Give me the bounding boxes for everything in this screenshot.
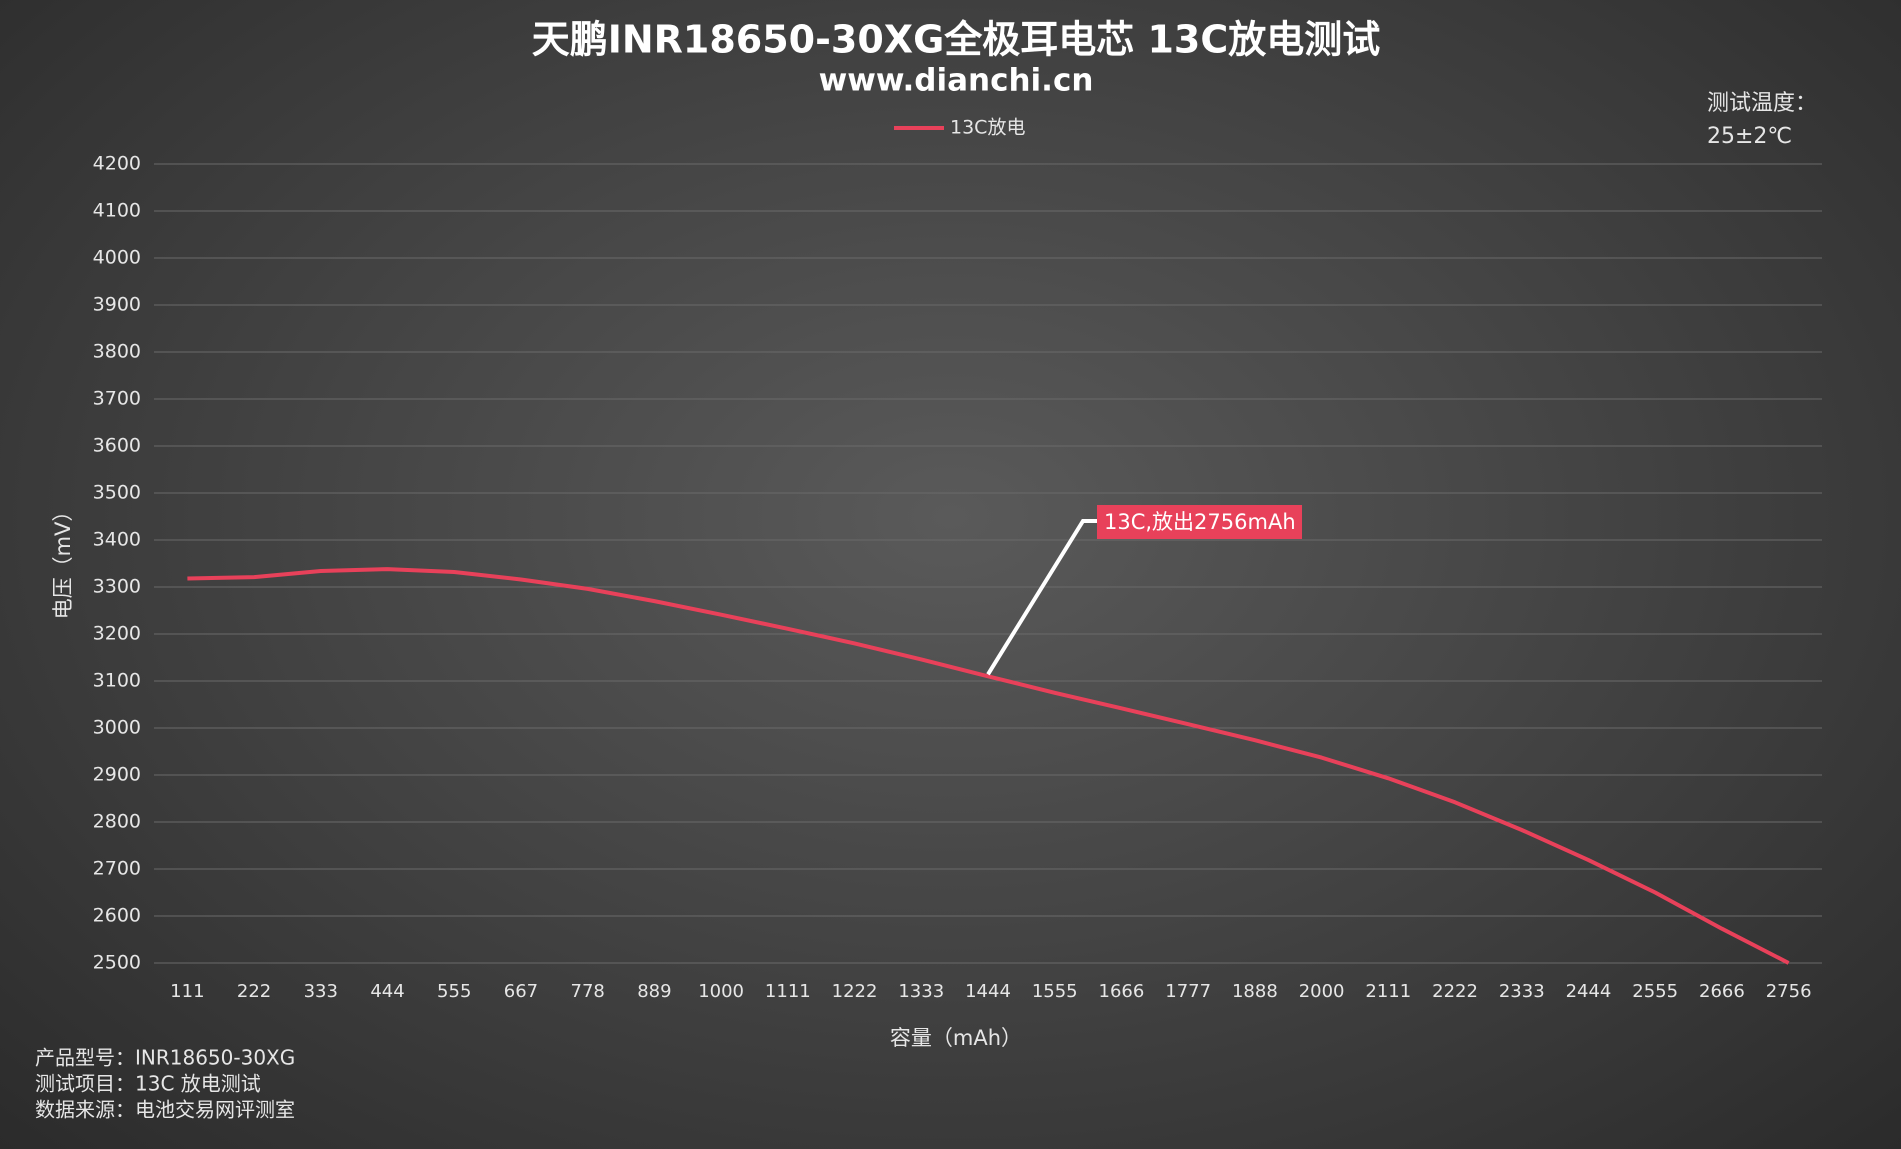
- legend-label: 13C放电: [950, 117, 1025, 139]
- y-tick-label: 3100: [93, 670, 141, 692]
- y-tick-label: 3300: [93, 576, 141, 598]
- y-tick-label: 3800: [93, 341, 141, 363]
- x-tick-label: 2333: [1499, 981, 1545, 1002]
- y-tick-label: 4200: [93, 153, 141, 175]
- x-tick-label: 111: [170, 981, 204, 1002]
- y-tick-label: 3500: [93, 482, 141, 504]
- x-tick-label: 2111: [1365, 981, 1411, 1002]
- y-axis-label: 电压（mV）: [51, 501, 75, 620]
- x-tick-label: 1666: [1099, 981, 1145, 1002]
- data-line: [187, 567, 1790, 965]
- y-tick-label: 2900: [93, 764, 141, 786]
- y-tick-label: 3400: [93, 529, 141, 551]
- x-tick-label: 1222: [832, 981, 878, 1002]
- x-tick-label: 1444: [965, 981, 1011, 1002]
- x-tick-label: 889: [637, 981, 671, 1002]
- x-tick-label: 444: [370, 981, 404, 1002]
- x-tick-label: 1000: [698, 981, 744, 1002]
- y-tick-label: 3000: [93, 717, 141, 739]
- y-tick-label: 3700: [93, 388, 141, 410]
- temperature-note: 测试温度：: [1707, 91, 1817, 116]
- x-tick-label: 667: [504, 981, 538, 1002]
- y-tick-label: 3900: [93, 294, 141, 316]
- y-tick-label: 2500: [93, 952, 141, 974]
- y-tick-label: 2700: [93, 858, 141, 880]
- footer-note: 数据来源：电池交易网评测室: [35, 1098, 295, 1122]
- y-tick-label: 2600: [93, 905, 141, 927]
- x-tick-label: 222: [237, 981, 271, 1002]
- annotation-box: [1097, 505, 1302, 539]
- y-tick-label: 3600: [93, 435, 141, 457]
- footer-note: 测试项目：13C 放电测试: [35, 1072, 261, 1096]
- x-tick-label: 1777: [1165, 981, 1211, 1002]
- y-tick-label: 2800: [93, 811, 141, 833]
- x-tick-label: 333: [304, 981, 338, 1002]
- x-tick-label: 2222: [1432, 981, 1478, 1002]
- x-tick-label: 2444: [1566, 981, 1612, 1002]
- x-tick-label: 1888: [1232, 981, 1278, 1002]
- x-tick-label: 2555: [1632, 981, 1678, 1002]
- x-axis-label: 容量（mAh）: [890, 1026, 1022, 1050]
- footer-note: 产品型号：INR18650-30XG: [35, 1046, 295, 1070]
- y-tick-label: 4100: [93, 200, 141, 222]
- y-tick-label: 3200: [93, 623, 141, 645]
- x-tick-label: 2000: [1299, 981, 1345, 1002]
- annotation-text: 13C,放出2756mAh: [1104, 510, 1296, 534]
- x-tick-label: 2666: [1699, 981, 1745, 1002]
- x-tick-label: 1333: [898, 981, 944, 1002]
- x-tick-label: 778: [571, 981, 605, 1002]
- chart-title: 天鹏INR18650-30XG全极耳电芯 13C放电测试: [532, 18, 1381, 62]
- y-tick-label: 4000: [93, 247, 141, 269]
- chart-subtitle: www.dianchi.cn: [819, 63, 1094, 99]
- x-tick-label: 2756: [1766, 981, 1812, 1002]
- x-tick-label: 555: [437, 981, 471, 1002]
- temperature-note: 25±2℃: [1707, 124, 1792, 149]
- x-tick-label: 1555: [1032, 981, 1078, 1002]
- x-tick-label: 1111: [765, 981, 811, 1002]
- annotation-leader: [986, 519, 1097, 676]
